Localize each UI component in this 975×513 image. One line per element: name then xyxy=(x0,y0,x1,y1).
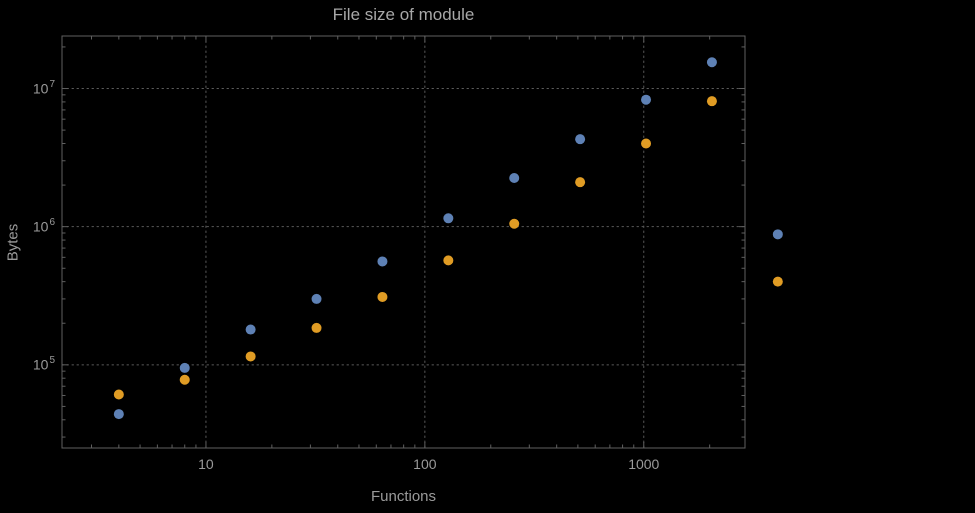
data-point-blue xyxy=(377,256,388,267)
data-point-orange xyxy=(706,96,717,107)
data-point-blue xyxy=(179,362,190,373)
series-blue xyxy=(113,57,783,420)
y-tick-label: 106 xyxy=(32,216,55,235)
data-point-orange xyxy=(179,374,190,385)
data-point-blue xyxy=(509,173,520,184)
gridlines xyxy=(61,35,746,449)
frame-ticks xyxy=(62,36,745,448)
y-tick-label: 107 xyxy=(32,78,55,97)
x-tick-label: 100 xyxy=(413,456,437,472)
y-tick-label: 105 xyxy=(32,354,55,373)
data-point-orange xyxy=(575,177,586,188)
data-point-orange xyxy=(311,322,322,333)
data-point-blue xyxy=(575,134,586,145)
data-point-orange xyxy=(443,255,454,266)
chart-title: File size of module xyxy=(332,5,475,24)
data-point-orange xyxy=(641,138,652,149)
data-point-orange xyxy=(245,351,256,362)
series-orange xyxy=(113,96,783,400)
data-point-orange xyxy=(772,276,783,287)
data-point-blue xyxy=(772,229,783,240)
data-point-blue xyxy=(443,213,454,224)
x-tick-label: 1000 xyxy=(628,456,660,472)
x-axis-label: Functions xyxy=(370,488,437,505)
data-point-blue xyxy=(311,293,322,304)
data-point-blue xyxy=(113,409,124,420)
data-point-blue xyxy=(641,94,652,105)
data-point-orange xyxy=(509,218,520,229)
data-point-orange xyxy=(113,389,124,400)
data-point-blue xyxy=(706,57,717,68)
data-point-orange xyxy=(377,291,388,302)
data-point-blue xyxy=(245,324,256,335)
x-tick-label: 10 xyxy=(198,456,214,472)
